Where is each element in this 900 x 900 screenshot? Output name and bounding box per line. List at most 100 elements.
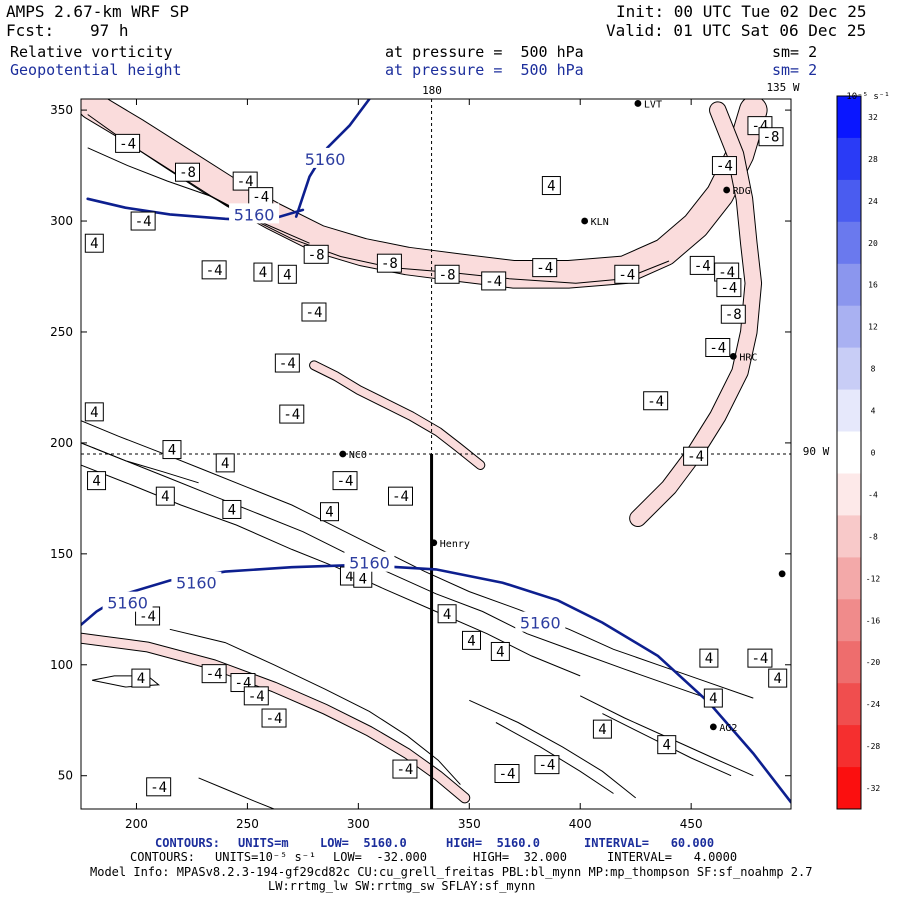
- field1-level: at pressure = 500 hPa: [385, 43, 584, 61]
- vort-label: 4: [221, 456, 229, 472]
- vort-label-box: [175, 162, 200, 182]
- vort-label: -4: [618, 267, 635, 283]
- height-label: 5160: [234, 205, 275, 224]
- vort-label: -4: [647, 394, 664, 410]
- colorbar-segment: [837, 641, 861, 684]
- vort-label-box: [146, 777, 172, 797]
- height-label: 5160: [176, 574, 217, 593]
- colorbar-segment: [837, 96, 861, 139]
- colorbar-units: 10⁻⁵ s⁻¹: [846, 92, 889, 102]
- height-label-bg: [300, 147, 351, 168]
- vort-label-box: [532, 258, 558, 278]
- height-label-bg: [102, 591, 153, 612]
- vort-label: 4: [325, 505, 333, 521]
- x-tick-label: 450: [680, 817, 703, 831]
- y-tick-label: 350: [50, 103, 73, 117]
- init-time: Init: 00 UTC Tue 02 Dec 25: [616, 2, 867, 21]
- colorbar-frame: [836, 95, 862, 810]
- colorbar-segment: [837, 599, 861, 642]
- vort-label: -8: [763, 130, 780, 146]
- vort-contour-line: [92, 675, 161, 688]
- vort-low: LOW= -32.000: [333, 850, 427, 864]
- vort-label: -8: [725, 307, 742, 323]
- vort-label: -4: [709, 341, 726, 357]
- height-contour-5160: [294, 99, 371, 218]
- meridian-180-label: 180: [422, 84, 442, 97]
- station-marker: [729, 352, 737, 360]
- height-label-bg: [229, 203, 280, 224]
- vort-contour-line: [81, 442, 714, 701]
- height-interval: INTERVAL= 60.000: [584, 836, 715, 850]
- vort-label-box: [643, 391, 669, 411]
- vort-label-box: [201, 260, 227, 280]
- vort-label-box: [747, 648, 773, 668]
- field1-smoothing: sm= 2: [772, 43, 818, 61]
- vort-label: 4: [90, 405, 98, 421]
- colorbar-tick-label: -28: [866, 742, 881, 751]
- vort-contour-line: [87, 147, 310, 244]
- vort-label-box: [332, 471, 358, 491]
- vort-label-box: [155, 486, 175, 506]
- vort-label: -4: [539, 758, 556, 774]
- vort-label-box: [657, 735, 677, 755]
- station-marker: [634, 100, 642, 107]
- height-label: 5160: [305, 150, 346, 169]
- station-label: RDG: [733, 186, 751, 197]
- vort-label: 4: [709, 691, 717, 707]
- vort-contour-line: [469, 699, 637, 799]
- vort-label-box: [490, 641, 510, 661]
- station-marker: [709, 723, 717, 731]
- vort-label-box: [303, 244, 329, 264]
- station-marker: [581, 217, 589, 225]
- vort-label-box: [84, 402, 104, 422]
- vort-label: -4: [266, 711, 283, 727]
- vort-label: 4: [359, 571, 367, 587]
- height-contour-5160: [81, 563, 791, 804]
- axes: 200 250 300 350 400 450 50 100 150 200 250 300 350: [50, 99, 791, 831]
- station-label: LVT: [644, 99, 662, 110]
- vort-label: -4: [752, 651, 769, 667]
- station-label: HRC: [739, 352, 757, 363]
- field2-smoothing: sm= 2: [772, 61, 818, 79]
- colorbar-tick-label: 4: [871, 407, 876, 416]
- vort-label: -4: [536, 261, 553, 277]
- vort-units: UNITS=10⁻⁵ s⁻¹: [215, 850, 317, 864]
- colorbar-tick-label: -32: [866, 784, 881, 793]
- vort-label-box: [320, 502, 339, 522]
- vort-label-box: [253, 262, 273, 282]
- vort-label-box: [277, 264, 297, 284]
- vort-label: 4: [467, 633, 475, 649]
- vort-label-box: [720, 304, 746, 324]
- station-marker: [723, 186, 731, 194]
- vort-label-box: [462, 630, 481, 650]
- graticule-lines: [81, 99, 791, 809]
- vort-label-box: [115, 133, 141, 153]
- station-label: NCO: [349, 450, 367, 461]
- station-label: AG2: [719, 723, 737, 734]
- vort-label-box: [243, 686, 269, 706]
- colorbar-segment: [837, 389, 861, 432]
- meridian-135w-label: 135 W: [766, 81, 799, 94]
- colorbar-tick-label: -12: [866, 574, 881, 583]
- vort-label-box: [162, 440, 182, 460]
- y-tick-label: 300: [50, 214, 73, 228]
- colorbar-segment: [837, 137, 861, 181]
- vort-label: -4: [139, 609, 156, 625]
- colorbar-tick-label: -24: [866, 700, 881, 709]
- vort-label: 4: [228, 502, 236, 518]
- vort-contours-label: CONTOURS:: [130, 850, 196, 864]
- y-tick-label: 150: [50, 547, 73, 561]
- vort-label: 4: [259, 265, 267, 281]
- vort-label: 4: [92, 474, 100, 490]
- vort-label-box: [592, 719, 612, 739]
- parallel-90w-label: 90 W: [803, 445, 830, 458]
- vort-label: 4: [496, 644, 504, 660]
- vort-label-box: [716, 278, 742, 298]
- forecast-hour: 97 h: [90, 21, 129, 40]
- vort-label-box: [222, 499, 242, 519]
- vort-label-box: [392, 759, 418, 779]
- colorbar-segment: [837, 557, 861, 600]
- station-marker: [778, 570, 786, 578]
- vort-label: -4: [206, 263, 223, 279]
